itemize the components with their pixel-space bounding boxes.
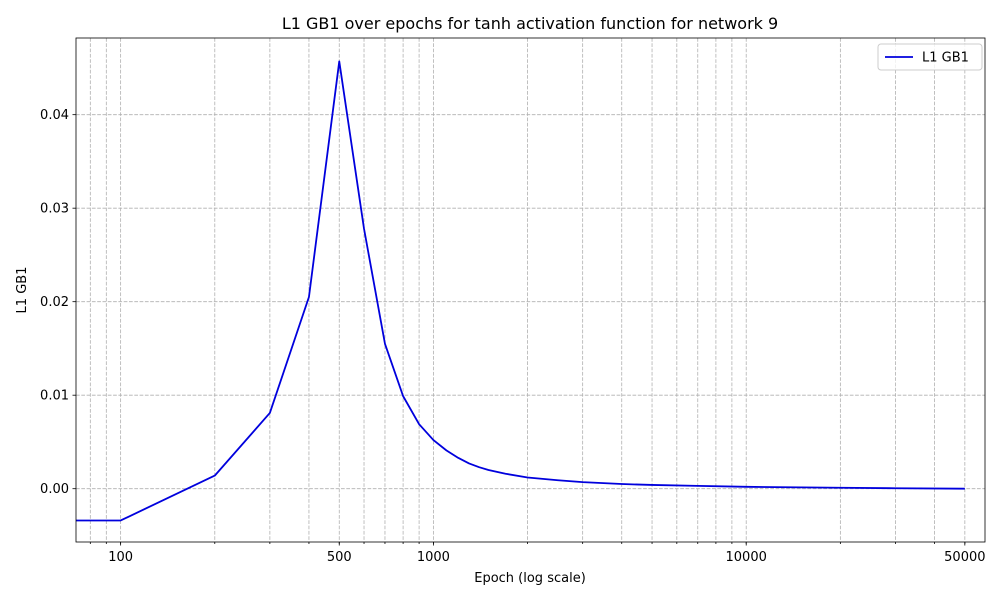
x-tick-label: 500 <box>327 550 352 565</box>
chart-title: L1 GB1 over epochs for tanh activation f… <box>282 14 778 33</box>
plot-frame <box>75 37 986 543</box>
x-axis: 100 500 1000 10000 50000 <box>89 542 986 565</box>
legend-label: L1 GB1 <box>922 51 969 66</box>
legend: L1 GB1 <box>877 43 983 71</box>
series-line-l1-gb1 <box>76 60 965 522</box>
x-tick-label: 1000 <box>417 550 450 565</box>
series-layer <box>76 60 965 522</box>
y-tick-label: 0.04 <box>40 108 69 123</box>
legend-box <box>877 43 983 71</box>
grid-lines <box>76 38 985 542</box>
y-tick-label: 0.02 <box>40 295 69 310</box>
y-axis: 0.00 0.01 0.02 0.03 0.04 <box>40 108 76 497</box>
y-axis-label: L1 GB1 <box>15 267 30 314</box>
x-tick-label: 100 <box>108 550 133 565</box>
x-axis-label: Epoch (log scale) <box>474 571 586 586</box>
y-tick-label: 0.01 <box>40 389 69 404</box>
x-tick-label: 10000 <box>726 550 767 565</box>
y-tick-label: 0.03 <box>40 202 69 217</box>
y-tick-label: 0.00 <box>40 482 69 497</box>
x-tick-label: 50000 <box>944 550 985 565</box>
